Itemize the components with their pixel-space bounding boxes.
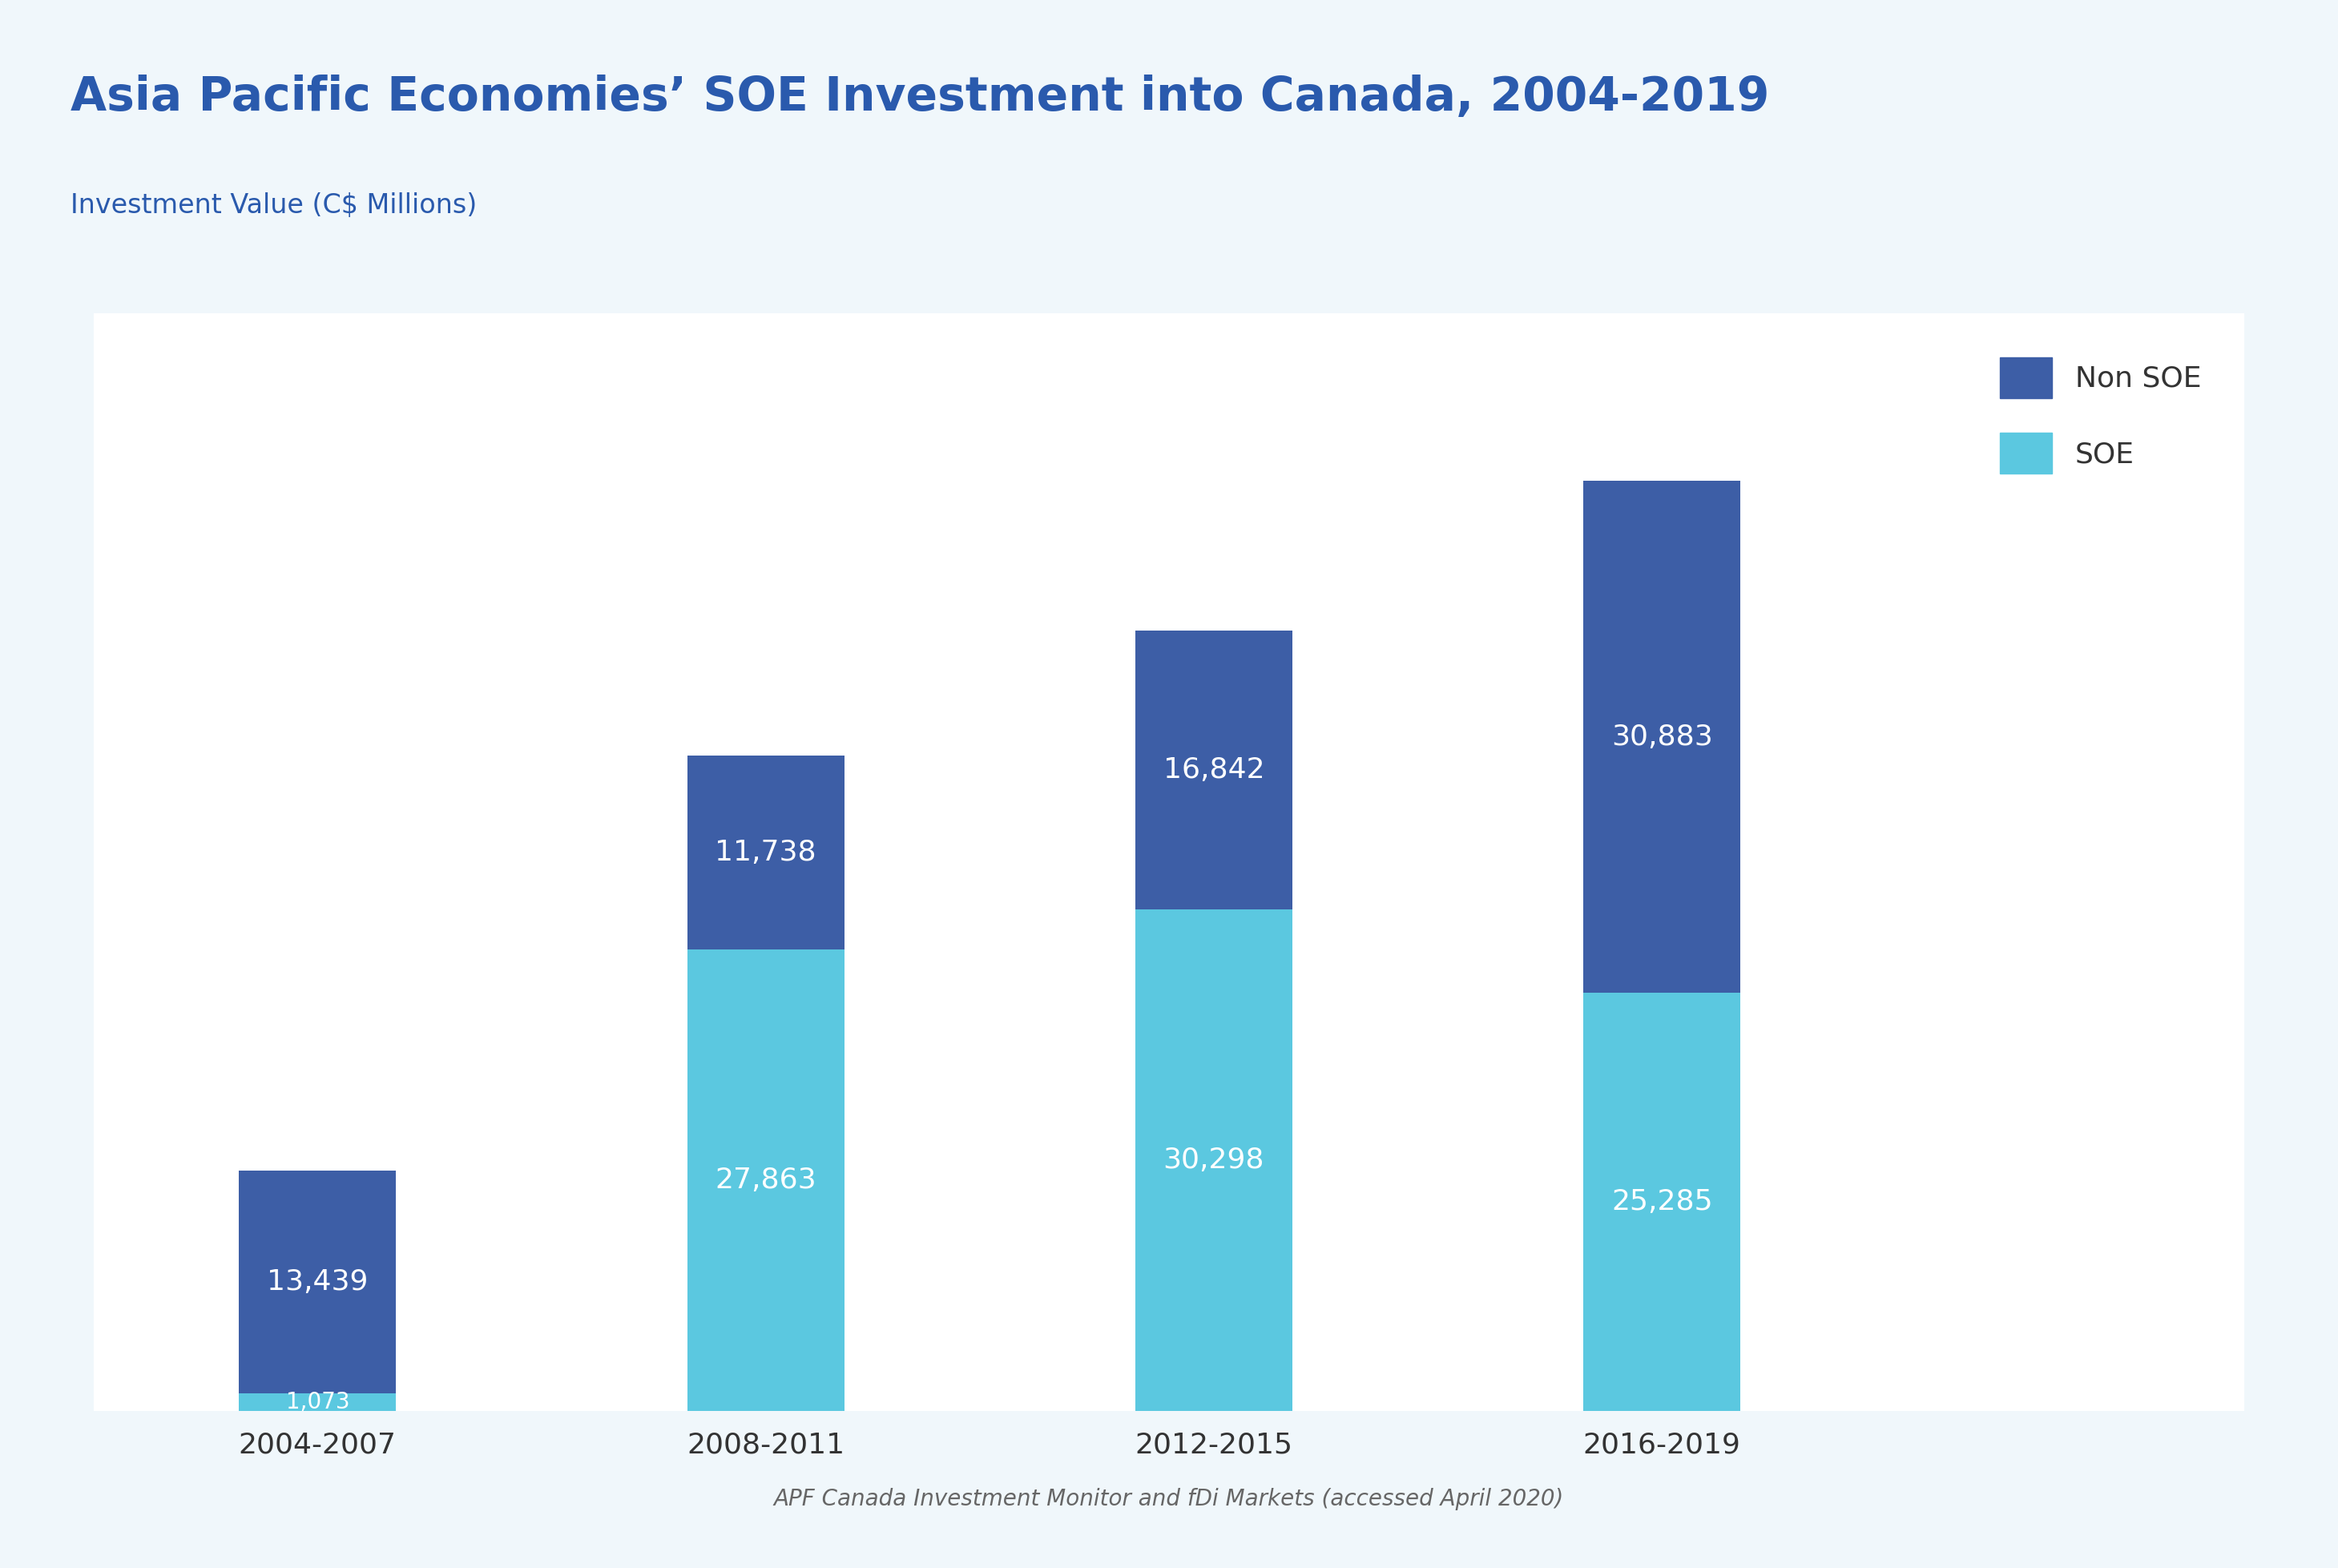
Bar bbox=[238, 1171, 395, 1394]
Text: APF Canada Investment Monitor and fDi Markets (accessed April 2020): APF Canada Investment Monitor and fDi Ma… bbox=[774, 1488, 1564, 1510]
Text: 1,073: 1,073 bbox=[285, 1391, 348, 1413]
Bar bbox=[1136, 630, 1293, 909]
Bar bbox=[687, 756, 844, 950]
Text: 11,738: 11,738 bbox=[715, 839, 816, 866]
Bar bbox=[1583, 481, 1739, 993]
Text: 25,285: 25,285 bbox=[1611, 1189, 1714, 1215]
Text: Investment Value (C$ Millions): Investment Value (C$ Millions) bbox=[70, 191, 477, 218]
Bar bbox=[238, 1394, 395, 1411]
Text: 30,298: 30,298 bbox=[1162, 1146, 1265, 1174]
Text: 30,883: 30,883 bbox=[1611, 723, 1714, 751]
Legend: Non SOE, SOE: Non SOE, SOE bbox=[1971, 328, 2230, 502]
Text: 13,439: 13,439 bbox=[267, 1269, 367, 1295]
Text: Asia Pacific Economies’ SOE Investment into Canada, 2004-2019: Asia Pacific Economies’ SOE Investment i… bbox=[70, 75, 1770, 121]
Text: 27,863: 27,863 bbox=[715, 1167, 816, 1195]
Text: 16,842: 16,842 bbox=[1162, 756, 1265, 784]
Bar bbox=[1136, 909, 1293, 1411]
Bar bbox=[687, 950, 844, 1411]
Bar bbox=[1583, 993, 1739, 1411]
